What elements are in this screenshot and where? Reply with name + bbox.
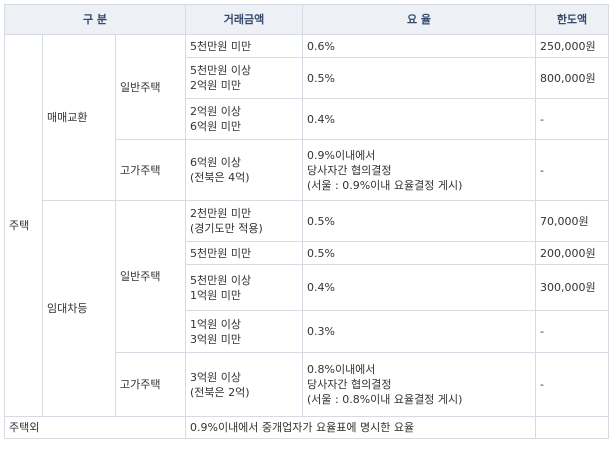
rate-cell: 0.8%이내에서 당사자간 협의결정 (서울 : 0.8%이내 요율결정 게시) bbox=[302, 352, 536, 417]
sale-general-house-cell: 일반주택 bbox=[115, 34, 186, 140]
limit-cell: - bbox=[535, 98, 609, 140]
table-row: 주택외 0.9%이내에서 중개업자가 요율표에 명시한 요율 bbox=[4, 416, 609, 439]
limit-cell: 70,000원 bbox=[535, 200, 609, 242]
rate-line: 0.4% bbox=[307, 281, 335, 294]
amount-line: 2억원 미만 bbox=[190, 79, 241, 92]
amount-line: 5천만원 미만 bbox=[190, 246, 252, 260]
amount-cell: 2천만원 미만 (경기도만 적용) bbox=[185, 200, 303, 242]
brokerage-fee-table: 구 분 거래금액 요 율 한도액 주택 매매교환 일반주택 5천만원 미만 0.… bbox=[4, 4, 609, 439]
header-limit: 한도액 bbox=[535, 4, 609, 35]
lease-general-house-cell: 일반주택 bbox=[115, 200, 186, 353]
sale-exchange-cell: 매매교환 bbox=[42, 34, 116, 201]
rate-cell: 0.3% bbox=[302, 310, 536, 353]
amount-line: 2억원 이상 bbox=[190, 105, 241, 118]
rate-line: 0.9%이내에서 bbox=[307, 148, 376, 162]
rate-cell: 0.6% bbox=[302, 34, 536, 58]
rate-line: 0.8%이내에서 bbox=[307, 363, 376, 376]
amount-line: 3억원 이상 bbox=[190, 370, 241, 384]
rate-cell: 0.9%이내에서 당사자간 협의결정 (서울 : 0.9%이내 요율결정 게시) bbox=[302, 139, 536, 201]
amount-line: 2천만원 미만 bbox=[190, 207, 252, 220]
rate-cell: 0.4% bbox=[302, 98, 536, 140]
amount-line: 5천만원 미만 bbox=[190, 39, 252, 53]
table-row: 주택 매매교환 일반주택 5천만원 미만 0.6% 250,000원 bbox=[4, 34, 609, 417]
table-row: 임대차등 일반주택 2천만원 미만 (경기도만 적용) 0.5% 70,000원 bbox=[5, 200, 609, 417]
amount-cell: 5천만원 미만 bbox=[185, 34, 303, 58]
house-category-cell: 주택 bbox=[4, 34, 43, 417]
limit-cell: 250,000원 bbox=[535, 34, 609, 58]
amount-line: (전북은 2억) bbox=[190, 385, 250, 399]
limit-cell: - bbox=[535, 352, 609, 417]
rate-line: 0.5% bbox=[307, 71, 335, 85]
rate-line: 0.5% bbox=[307, 246, 335, 260]
amount-cell: 6억원 이상 (전북은 4억) bbox=[185, 139, 303, 201]
table-row: 고가주택 3억원 이상 (전북은 2억) 0.8%이내에서 당사자간 협의결정 … bbox=[5, 352, 609, 417]
rate-cell: 0.5% bbox=[302, 241, 536, 265]
amount-line: (경기도만 적용) bbox=[190, 222, 263, 235]
lease-luxury-house-cell: 고가주택 bbox=[115, 352, 186, 417]
rate-line: 당사자간 협의결정 bbox=[307, 163, 392, 177]
rate-line: 0.5% bbox=[307, 214, 335, 228]
amount-line: 6억원 미만 bbox=[190, 120, 241, 133]
amount-line: (전북은 4억) bbox=[190, 171, 250, 184]
table-row: 2억원 이상 6억원 미만 0.4% - bbox=[5, 98, 609, 140]
rate-cell: 0.5% bbox=[302, 57, 536, 99]
amount-line: 5천만원 이상 bbox=[190, 64, 252, 77]
amount-line: 3억원 미만 bbox=[190, 332, 241, 346]
lease-cell: 임대차등 bbox=[42, 200, 116, 417]
limit-cell: - bbox=[535, 310, 609, 353]
limit-cell: 200,000원 bbox=[535, 241, 609, 265]
amount-line: 5천만원 이상 bbox=[190, 273, 252, 287]
rate-line: (서울 : 0.8%이내 요율결정 게시) bbox=[307, 393, 463, 406]
rate-line: 0.6% bbox=[307, 39, 335, 53]
amount-line: 1억원 이상 bbox=[190, 317, 241, 331]
header-rate: 요 율 bbox=[302, 4, 536, 35]
amount-cell: 3억원 이상 (전북은 2억) bbox=[185, 352, 303, 417]
limit-cell: 800,000원 bbox=[535, 57, 609, 99]
header-amount: 거래금액 bbox=[185, 4, 303, 35]
amount-cell: 1억원 이상 3억원 미만 bbox=[185, 310, 303, 353]
table-row: 1억원 이상 3억원 미만 0.3% - bbox=[5, 310, 609, 353]
table-row: 5천만원 이상 2억원 미만 0.5% 800,000원 bbox=[5, 57, 609, 99]
non-house-limit-cell bbox=[535, 416, 609, 439]
rate-line: (서울 : 0.9%이내 요율결정 게시) bbox=[307, 178, 463, 192]
amount-line: 1억원 미만 bbox=[190, 288, 241, 302]
sale-luxury-house-cell: 고가주택 bbox=[115, 139, 186, 201]
non-house-category-cell: 주택외 bbox=[4, 416, 186, 439]
table-row: 5천만원 이상 1억원 미만 0.4% 300,000원 bbox=[5, 264, 609, 311]
amount-cell: 5천만원 미만 bbox=[185, 241, 303, 265]
rate-line: 당사자간 협의결정 bbox=[307, 378, 392, 391]
header-row: 구 분 거래금액 요 율 한도액 bbox=[4, 4, 609, 35]
rate-cell: 0.5% bbox=[302, 200, 536, 242]
amount-line: 6억원 이상 bbox=[190, 156, 241, 169]
rate-line: 0.3% bbox=[307, 325, 335, 338]
limit-cell: - bbox=[535, 139, 609, 201]
header-category: 구 분 bbox=[4, 4, 186, 35]
non-house-rate-cell: 0.9%이내에서 중개업자가 요율표에 명시한 요율 bbox=[185, 416, 536, 439]
limit-cell: 300,000원 bbox=[535, 264, 609, 311]
amount-cell: 2억원 이상 6억원 미만 bbox=[185, 98, 303, 140]
rate-cell: 0.4% bbox=[302, 264, 536, 311]
amount-cell: 5천만원 이상 2억원 미만 bbox=[185, 57, 303, 99]
rate-line: 0.4% bbox=[307, 112, 335, 126]
amount-cell: 5천만원 이상 1억원 미만 bbox=[185, 264, 303, 311]
